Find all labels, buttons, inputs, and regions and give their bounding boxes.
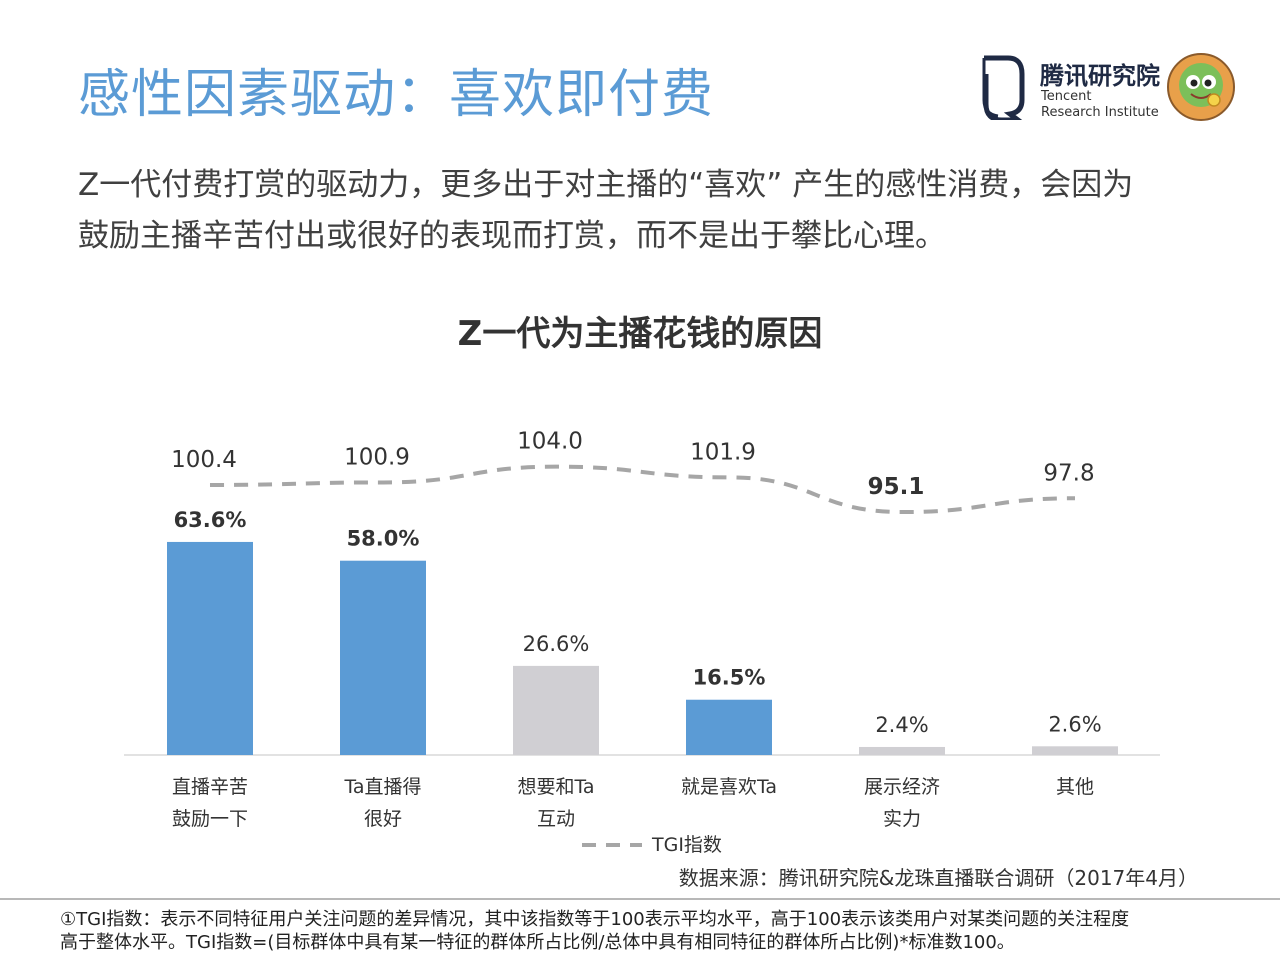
bar-label-2: 58.0% — [347, 527, 420, 551]
tgi-label-5: 95.1 — [868, 474, 925, 500]
bar-label-4: 16.5% — [693, 666, 766, 690]
data-source: 数据来源：腾讯研究院&龙珠直播联合调研（2017年4月） — [678, 866, 1198, 890]
tgi-label-1: 100.4 — [171, 447, 237, 473]
intro-line-1: Z一代付费打赏的驱动力，更多出于对主播的“喜欢” 产生的感性消费，会因为 — [78, 167, 1134, 203]
tencent-research-logo: 腾讯研究院 Tencent Research Institute — [978, 53, 1236, 124]
category-label-3-2: 互动 — [537, 808, 575, 830]
category-label-5-2: 实力 — [883, 808, 921, 830]
chart-title: Z一代为主播花钱的原因 — [457, 314, 823, 354]
category-label-6-1: 其他 — [1056, 776, 1094, 798]
category-label-2-2: 很好 — [364, 808, 402, 830]
tgi-line — [209, 464, 1076, 515]
tgi-label-3: 104.0 — [517, 429, 583, 455]
tgi-label-6: 97.8 — [1043, 460, 1094, 486]
tencent-logo-icon — [982, 55, 1025, 120]
bar-label-3: 26.6% — [523, 632, 590, 656]
bar-label-6: 2.6% — [1048, 712, 1101, 736]
legend-label: TGI指数 — [651, 834, 722, 856]
category-label-1-1: 直播辛苦 — [172, 776, 248, 798]
bar-1 — [167, 541, 253, 755]
bar-line-chart: 63.6% 58.0% 26.6% 16.5% 2.4% 2.6% 100.4 100.9 10… — [124, 429, 1160, 856]
bar-label-1: 63.6% — [174, 508, 247, 532]
bar-3 — [513, 665, 599, 755]
mascot-icon — [1167, 53, 1235, 121]
footnote-line-1: ①TGI指数：表示不同特征用户关注问题的差异情况，其中该指数等于100表示平均水… — [60, 909, 1130, 930]
category-label-3-1: 想要和Ta — [517, 776, 594, 798]
intro-line-2: 鼓励主播辛苦付出或很好的表现而打赏，而不是出于攀比心理。 — [78, 218, 946, 254]
bar-6 — [1032, 746, 1118, 755]
tgi-label-2: 100.9 — [344, 444, 410, 470]
logo-english-line1: Tencent — [1041, 89, 1092, 104]
footnote-line-2: 高于整体水平。TGI指数=(目标群体中具有某一特征的群体所占比例/总体中具有相同… — [60, 932, 1015, 953]
logo-chinese-name: 腾讯研究院 — [1040, 62, 1160, 90]
bar-2 — [340, 560, 426, 755]
intro-paragraph: Z一代付费打赏的驱动力，更多出于对主播的“喜欢” 产生的感性消费，会因为 鼓励主… — [78, 160, 1218, 262]
bar-4 — [686, 699, 772, 755]
category-label-1-2: 鼓励一下 — [172, 808, 248, 830]
category-label-5-1: 展示经济 — [864, 776, 940, 798]
bar-label-5: 2.4% — [875, 713, 928, 737]
bar-5 — [859, 746, 945, 755]
logo-english-line2: Research Institute — [1041, 105, 1159, 120]
tgi-label-4: 101.9 — [690, 439, 756, 465]
page-title: 感性因素驱动：喜欢即付费 — [78, 65, 715, 125]
category-label-2-1: Ta直播得 — [343, 776, 421, 798]
category-label-4-1: 就是喜欢Ta — [681, 776, 777, 798]
footnote-divider — [0, 898, 1280, 900]
footnote: ①TGI指数：表示不同特征用户关注问题的差异情况，其中该指数等于100表示平均水… — [60, 908, 1260, 954]
